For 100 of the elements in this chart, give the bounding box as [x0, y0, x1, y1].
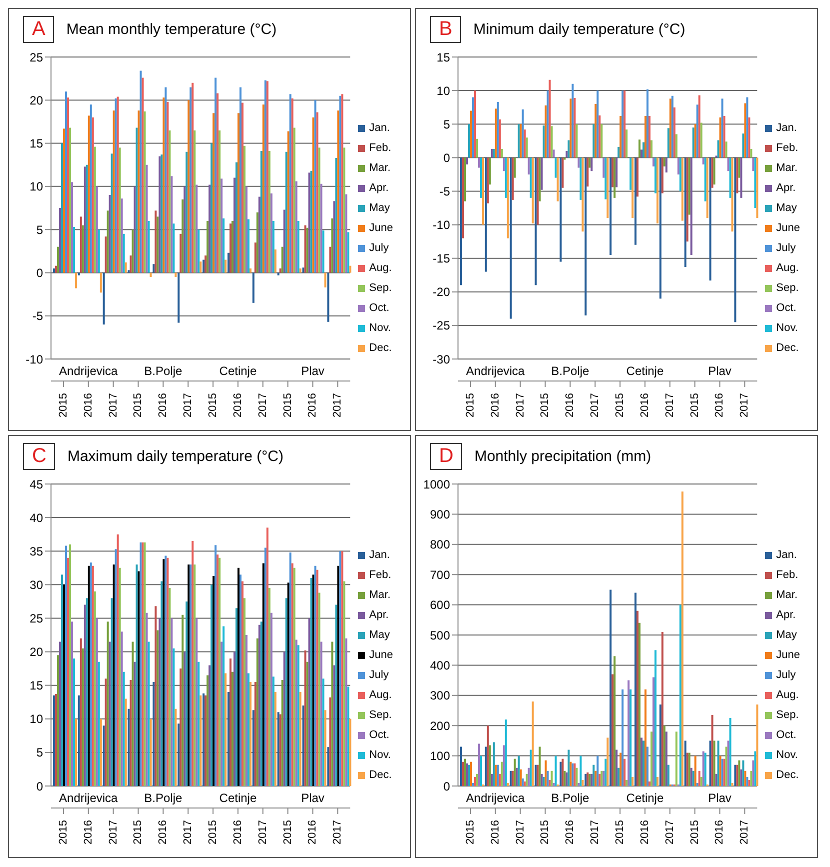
chart-title: Minimum daily temperature (°C) [473, 20, 686, 38]
bar [744, 770, 746, 786]
legend-label: Aug. [776, 689, 799, 701]
bar [122, 672, 125, 786]
bar [72, 658, 75, 786]
bar [679, 158, 682, 192]
legend-label: Dec. [369, 342, 392, 354]
bar [667, 764, 670, 786]
bar [112, 564, 115, 786]
bar [576, 768, 578, 786]
bar [158, 618, 161, 786]
y-tick-label: -10 [26, 352, 44, 366]
legend-label: Mar. [369, 589, 391, 601]
bar [618, 146, 620, 158]
bar [590, 158, 593, 172]
bar [476, 138, 478, 158]
bar [227, 692, 230, 786]
x-tick-label: 2015 [132, 393, 144, 418]
bar [578, 158, 580, 168]
bar [168, 130, 171, 273]
bar [556, 158, 559, 202]
bar [667, 128, 670, 158]
bar [335, 158, 338, 273]
bar [675, 732, 678, 786]
bar [488, 158, 491, 185]
bar [134, 662, 136, 786]
x-tick-label: 2016 [489, 393, 502, 418]
bar [214, 78, 217, 273]
bar [277, 272, 280, 276]
bar [734, 158, 736, 322]
bar [94, 591, 96, 786]
bar [172, 648, 175, 786]
bar [520, 769, 522, 786]
bar [582, 780, 584, 786]
bar [272, 220, 274, 273]
bar [544, 105, 547, 158]
bar [596, 756, 599, 786]
bar [725, 746, 728, 786]
y-tick-label: -30 [432, 352, 450, 366]
bar [295, 181, 298, 273]
bar [291, 563, 294, 786]
x-tick-label: 2017 [514, 820, 526, 844]
bar [632, 776, 634, 786]
bar [502, 745, 505, 786]
bar [494, 108, 497, 158]
bar [210, 584, 213, 786]
bar [260, 622, 262, 786]
bar [756, 704, 758, 786]
bar [144, 111, 146, 273]
bar [293, 568, 296, 786]
bar [673, 107, 676, 158]
bar [268, 588, 270, 786]
bar [624, 758, 626, 786]
bar [78, 272, 80, 276]
x-tick-label: 2017 [738, 820, 751, 844]
legend-label: June [369, 649, 393, 661]
bar [514, 158, 516, 178]
y-tick-label: 100 [430, 749, 450, 764]
bar [138, 571, 140, 786]
bar [233, 652, 236, 786]
bar [327, 272, 330, 322]
legend-label: Aug. [369, 262, 392, 274]
x-tick-label: 2015 [282, 820, 294, 844]
y-tick-label: 5 [36, 746, 44, 760]
bar [254, 682, 256, 786]
bar [540, 158, 543, 190]
bar [289, 552, 292, 786]
bar [486, 726, 489, 786]
chart-title: Mean monthly temperature (°C) [66, 20, 277, 38]
bar [665, 158, 668, 172]
text: Andrijevica [466, 791, 526, 805]
y-tick-label: 25 [30, 611, 44, 626]
y-tick-label: 20 [30, 645, 44, 660]
bar [92, 117, 94, 273]
text: Plav [301, 791, 324, 805]
bar [291, 98, 294, 273]
bar [136, 564, 138, 786]
bar [721, 98, 724, 158]
bar [134, 186, 136, 273]
bar [308, 618, 310, 786]
bar [612, 158, 614, 188]
text: B.Polje [551, 791, 590, 805]
bar [690, 158, 692, 255]
x-tick-label: 2016 [564, 820, 576, 844]
y-tick-label: -5 [439, 184, 450, 198]
bar [349, 718, 352, 786]
bar [742, 134, 744, 158]
bar [174, 272, 177, 278]
bar [466, 763, 468, 786]
legend-label: Apr. [369, 609, 389, 621]
bar [719, 756, 722, 786]
legend-label: July [369, 669, 389, 681]
bar [337, 110, 340, 273]
bar [711, 715, 714, 786]
bar [262, 563, 264, 786]
y-tick-label: -5 [32, 309, 44, 324]
bar [345, 638, 348, 786]
bar [715, 774, 718, 786]
legend-label: Aug. [776, 262, 799, 274]
bar [663, 158, 666, 166]
